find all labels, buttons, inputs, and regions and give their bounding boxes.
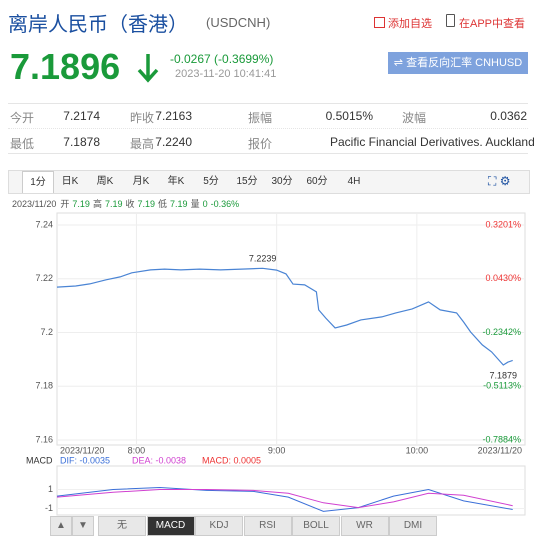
stat-value: 7.2174 [63,109,100,123]
change: -0.0267 (-0.3699%) [170,52,274,66]
divider [8,103,528,104]
indicator-tab[interactable]: KDJ [195,516,243,536]
indicator-tab[interactable]: RSI [243,516,292,536]
macd-line [56,486,513,512]
stat-label: 昨收 [130,111,155,125]
phone-icon [446,14,455,27]
y2-tick-label: -0.7884% [482,434,521,444]
tab[interactable]: 15分 [236,176,258,187]
x-tick-label: 8:00 [128,445,146,455]
info-value: 7.19 [137,199,156,209]
macd-title: MACD [26,455,53,465]
info-label: 量 [190,199,200,209]
y2-tick-label: 0.3201% [485,219,521,229]
legend-entry: DIF: -0.0035 [60,455,110,465]
add-watch[interactable]: 添加自选 [388,18,432,30]
stat-label: 波幅 [402,111,427,125]
stat-label: 振幅 [248,111,273,125]
indicator-tab[interactable]: WR [340,516,389,536]
y-tick-label: 7.16 [35,434,53,444]
down-button[interactable]: ▼ [72,516,94,536]
stat-label: 报价 [248,137,273,151]
indicator-tab[interactable]: 无 [98,516,146,536]
reverse-button[interactable]: ⇌ 查看反向汇率 CNHUSD [388,52,528,74]
info-value: 0 [202,199,208,209]
tab[interactable]: 4H [347,176,361,187]
stat-value: 0.0362 [490,109,527,123]
tab[interactable]: 周K [96,176,114,187]
stat-label: 今开 [10,111,35,125]
info-label: 低 [158,199,168,209]
info-change: -0.36% [210,199,240,209]
time: 2023-11-20 10:41:41 [175,68,277,80]
y2-tick-label: -0.2342% [482,327,521,337]
tab-bar [8,170,530,194]
info-value: 7.19 [104,199,123,209]
stat-value: 7.1878 [63,135,100,149]
tab[interactable]: 1分 [22,171,54,193]
up-button[interactable]: ▲ [50,516,72,536]
y-tick-label: 7.24 [35,219,53,229]
annotation: 7.1879 [490,370,518,380]
y2-tick-label: -0.5113% [483,381,521,391]
stat-value: 0.5015% [325,109,373,123]
x-edge-label: 2023/11/20 [60,445,104,455]
x-tick-label: 10:00 [406,445,429,455]
y-tick-label: 7.18 [35,381,53,391]
macd-tick-label: -1 [45,503,53,513]
tab[interactable]: 年K [167,176,185,187]
divider [8,128,528,129]
x-edge-label: 2023/11/20 [478,445,522,455]
divider [8,153,528,154]
icon [374,17,385,28]
tab[interactable]: 月K [132,176,150,187]
info-value: 7.19 [72,199,90,209]
stat-value: 7.2240 [155,135,192,149]
x-tick-label: 9:00 [268,445,286,455]
y-tick-label: 7.22 [35,273,53,283]
fullscreen-icon[interactable]: ⛶ ⚙ [488,174,511,188]
tab[interactable]: 5分 [203,176,219,187]
code: (USDCNH) [206,15,271,30]
macd-label: MACD: 0.0005 [202,455,261,465]
info-date: 2023/11/20 [12,199,57,209]
stat-value: Pacific Financial Derivatives. Auckland [330,135,535,149]
indicator-tab[interactable]: MACD [146,516,195,536]
info-label: 开 [60,199,70,209]
reverse-text: 查看反向汇率 CNHUSD [406,57,523,69]
price-line [56,267,513,366]
legend-entry: DEA: -0.0038 [132,455,186,465]
plot-frame [56,212,526,446]
indicator-tab[interactable]: BOLL [292,516,340,536]
stat-label: 最高 [130,137,155,151]
tab[interactable]: 30分 [271,176,293,187]
info-line: 2023/11/20 开 7.19 高 7.19 收 7.19 低 7.19 量 0 -0.36% [12,197,239,210]
tab[interactable]: 日K [61,176,79,187]
stat-value: 7.2163 [155,109,192,123]
macd-frame [56,465,526,516]
indicator-tab[interactable]: DMI [389,516,437,536]
y2-tick-label: 0.0430% [485,273,521,283]
y-tick-label: 7.2 [40,327,53,337]
info-value: 7.19 [170,199,188,209]
app-view[interactable]: 在APP中查看 [459,18,526,30]
info-label: 收 [125,199,135,209]
price: 7.1896 [10,46,121,87]
title: 离岸人民币（香港） [8,14,188,36]
down-arrow [137,54,159,83]
macd-line [56,489,513,509]
stat-label: 最低 [10,137,35,151]
tab[interactable]: 60分 [306,176,328,187]
macd-tick-label: 1 [48,484,53,494]
info-label: 高 [92,199,102,209]
annotation: 7.2239 [249,254,277,264]
